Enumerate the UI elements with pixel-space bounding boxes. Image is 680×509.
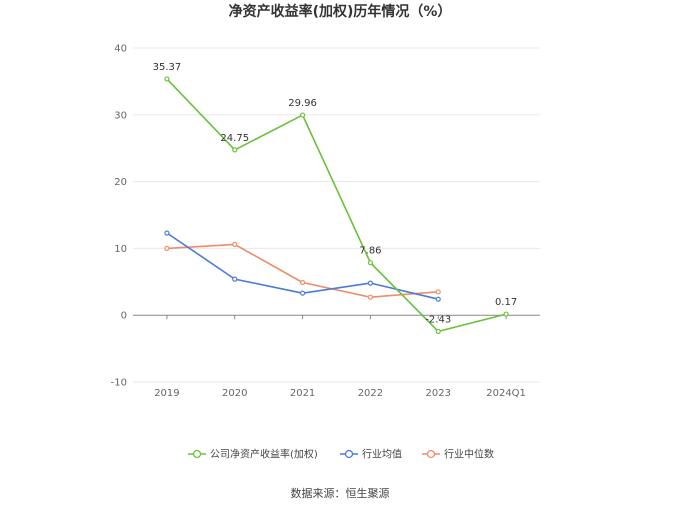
y-tick-label: 30: [114, 110, 127, 121]
x-tick-label: 2021: [290, 388, 315, 399]
x-axis-ticks: 2019 2020 2021 2022 2023 2024Q1: [154, 315, 526, 399]
grid-lines: [133, 47, 540, 383]
legend-label: 行业中位数: [444, 448, 494, 461]
series-point-1[interactable]: [435, 296, 441, 302]
series-point-0[interactable]: [299, 112, 306, 118]
series-point-1[interactable]: [232, 276, 238, 282]
data-label: 0.17: [495, 297, 517, 308]
data-label: 35.37: [153, 62, 182, 73]
source-note: 数据来源：恒生聚源: [291, 486, 390, 500]
legend-marker: [192, 449, 202, 459]
x-tick-label: 2019: [154, 388, 179, 399]
series-point-0[interactable]: [367, 260, 374, 266]
series-point-2[interactable]: [367, 294, 374, 300]
series-point-0[interactable]: [164, 76, 170, 82]
series-point-1[interactable]: [299, 290, 306, 296]
series-point-1[interactable]: [367, 280, 374, 286]
series-group: [164, 76, 509, 335]
x-tick-label: 2024Q1: [486, 388, 526, 399]
data-label: 7.86: [359, 246, 381, 257]
data-labels: 35.37 24.75 29.96 7.86 -2.43 0.17: [153, 62, 518, 326]
legend-marker: [426, 449, 436, 459]
data-label: 29.96: [288, 98, 317, 109]
y-tick-label: -10: [111, 378, 127, 389]
x-tick-label: 2023: [426, 388, 451, 399]
legend-item-0[interactable]: 公司净资产收益率(加权): [188, 448, 318, 461]
legend-label: 行业均值: [362, 448, 402, 461]
series-point-2[interactable]: [232, 241, 238, 247]
series-point-0[interactable]: [435, 328, 441, 335]
x-tick-label: 2022: [358, 388, 383, 399]
series-point-1[interactable]: [164, 230, 170, 236]
y-tick-label: 40: [114, 44, 127, 55]
data-label: -2.43: [425, 314, 451, 325]
data-label: 24.75: [220, 133, 249, 144]
y-tick-label: 10: [114, 244, 127, 255]
chart-title: 净资产收益率(加权)历年情况（%）: [229, 3, 452, 20]
series-point-2[interactable]: [299, 279, 306, 286]
legend-item-1[interactable]: 行业均值: [340, 448, 402, 461]
legend[interactable]: 公司净资产收益率(加权) 行业均值 行业中位数: [188, 448, 494, 461]
legend-item-2[interactable]: 行业中位数: [422, 448, 494, 461]
legend-label: 公司净资产收益率(加权): [210, 448, 318, 461]
y-tick-label: 0: [121, 311, 127, 322]
series-point-0[interactable]: [503, 311, 509, 317]
legend-marker: [344, 449, 354, 459]
y-tick-label: 20: [114, 177, 127, 188]
series-point-0[interactable]: [232, 147, 238, 153]
series-point-2[interactable]: [164, 245, 170, 251]
series-point-2[interactable]: [435, 289, 441, 295]
series-line-0: [166, 78, 507, 333]
x-tick-label: 2020: [222, 388, 247, 399]
y-axis-ticks: 40 30 20 10 0 -10: [111, 44, 127, 389]
